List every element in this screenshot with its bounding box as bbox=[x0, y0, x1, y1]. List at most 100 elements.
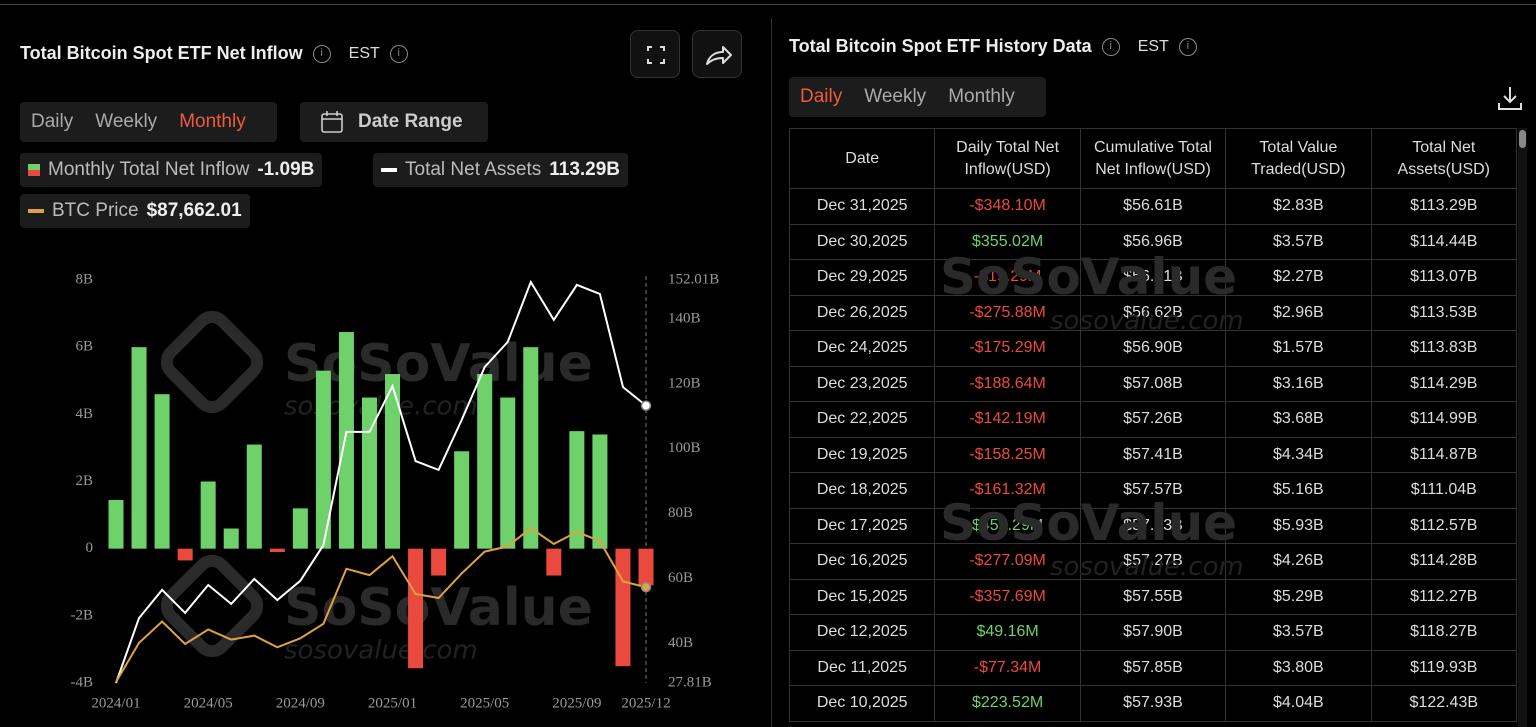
column-header: Cumulative Total Net Inflow(USD) bbox=[1079, 128, 1227, 189]
x-tick-label: 2025/09 bbox=[552, 695, 601, 711]
end-point bbox=[640, 581, 652, 593]
bar bbox=[523, 347, 539, 549]
info-icon[interactable]: i bbox=[312, 44, 331, 63]
bar bbox=[638, 548, 654, 586]
top-border bbox=[0, 4, 1536, 5]
table-cell: Dec 17,2025 bbox=[788, 507, 936, 544]
tab[interactable]: Weekly bbox=[95, 111, 158, 132]
table-cell: -$77.34M bbox=[934, 649, 1081, 686]
table-cell: $56.61B bbox=[1079, 188, 1227, 225]
table-row: Dec 19,2025 -$158.25M $57.41B $4.34B $114.87… bbox=[788, 436, 1518, 473]
tab[interactable]: Monthly bbox=[179, 111, 246, 132]
table-body: Dec 31,2025 -$348.10M $56.61B $2.83B $113.29… bbox=[788, 188, 1518, 722]
legend-icon bbox=[381, 168, 397, 172]
info-icon[interactable]: i bbox=[1178, 37, 1197, 56]
table-cell: -$161.32M bbox=[934, 472, 1081, 509]
bar bbox=[615, 548, 631, 667]
table-cell: $2.96B bbox=[1225, 294, 1372, 331]
table-row: Dec 11,2025 -$77.34M $57.85B $3.80B $119.93B bbox=[788, 649, 1518, 686]
table-cell: $5.93B bbox=[1225, 507, 1372, 544]
table-cell: Dec 31,2025 bbox=[788, 188, 936, 225]
share-icon bbox=[706, 46, 732, 65]
y-tick-label: 2B bbox=[75, 473, 93, 489]
watermark-text: SoSoValue bbox=[940, 494, 1238, 552]
table-cell: Dec 15,2025 bbox=[788, 578, 936, 615]
date-range-label: Date Range bbox=[358, 111, 463, 132]
bar bbox=[246, 444, 262, 549]
table-cell: $57.27B bbox=[1079, 543, 1227, 580]
scrollbar[interactable] bbox=[1518, 128, 1527, 727]
table-cell: $119.93B bbox=[1370, 649, 1518, 686]
tab[interactable]: Daily bbox=[31, 111, 74, 132]
table-cell: $57.08B bbox=[1079, 365, 1227, 402]
fullscreen-icon bbox=[647, 46, 665, 64]
legend-icon bbox=[28, 164, 40, 176]
table-cell: $223.52M bbox=[934, 685, 1081, 722]
download-button[interactable] bbox=[1496, 84, 1524, 112]
table-cell: -$277.09M bbox=[934, 543, 1081, 580]
timezone: EST bbox=[348, 44, 380, 62]
bar bbox=[361, 397, 377, 549]
bar bbox=[454, 451, 470, 549]
table-cell: $57.85B bbox=[1079, 649, 1227, 686]
bar bbox=[200, 481, 216, 549]
table-wrap: Date Daily Total Net Inflow(USD) Cumulativ… bbox=[788, 128, 1518, 722]
x-tick-label: 2025/12 bbox=[621, 695, 670, 711]
table-cell: $2.27B bbox=[1225, 259, 1372, 296]
y2-tick-label: 80B bbox=[668, 505, 693, 521]
end-point bbox=[640, 400, 652, 411]
table-cell: $3.80B bbox=[1225, 649, 1372, 686]
legend-icon bbox=[28, 209, 44, 213]
column-header: Daily Total Net Inflow(USD) bbox=[934, 128, 1081, 189]
table-cell: $118.27B bbox=[1370, 614, 1518, 651]
share-button[interactable] bbox=[692, 30, 742, 78]
table-cell: $112.27B bbox=[1370, 578, 1518, 615]
watermark: SoSoValue sosovalue.com bbox=[940, 248, 1244, 336]
table-cell: $57.55B bbox=[1079, 578, 1227, 615]
table-cell: $57.41B bbox=[1079, 436, 1227, 473]
fullscreen-button[interactable] bbox=[630, 30, 680, 78]
info-icon[interactable]: i bbox=[389, 44, 408, 63]
table-cell: Dec 10,2025 bbox=[788, 685, 936, 722]
tab[interactable]: Weekly bbox=[864, 86, 927, 107]
table-cell: -$188.64M bbox=[934, 365, 1081, 402]
table-cell: Dec 12,2025 bbox=[788, 614, 936, 651]
table-cell: Dec 30,2025 bbox=[788, 223, 936, 260]
tab[interactable]: Monthly bbox=[948, 86, 1015, 107]
table-cell: Dec 18,2025 bbox=[788, 472, 936, 509]
table-cell: Dec 22,2025 bbox=[788, 401, 936, 438]
date-range-button[interactable]: Date Range bbox=[300, 102, 488, 142]
scrollbar-thumb[interactable] bbox=[1519, 130, 1526, 148]
y-tick-label: -4B bbox=[71, 674, 94, 690]
table-cell: $355.02M bbox=[934, 223, 1081, 260]
table-cell: $56.62B bbox=[1079, 294, 1227, 331]
table-cell: -$158.25M bbox=[934, 436, 1081, 473]
table-cell: Dec 26,2025 bbox=[788, 294, 936, 331]
table-cell: $3.57B bbox=[1225, 614, 1372, 651]
bar bbox=[385, 374, 401, 549]
table-cell: $114.44B bbox=[1370, 223, 1518, 260]
legend-label: BTC Price bbox=[52, 200, 139, 221]
table-cell: $4.04B bbox=[1225, 685, 1372, 722]
y-tick-label: 8B bbox=[75, 271, 93, 287]
legend-item[interactable]: BTC Price $87,662.01 bbox=[20, 194, 250, 228]
table-cell: $3.16B bbox=[1225, 365, 1372, 402]
info-icon[interactable]: i bbox=[1101, 37, 1120, 56]
table-row: Dec 29,2025 -$19.29M $56.61B $2.27B $113.07B bbox=[788, 259, 1518, 296]
legend-item[interactable]: Monthly Total Net Inflow -1.09B bbox=[20, 153, 323, 187]
watermark-text: SoSoValue bbox=[940, 248, 1238, 306]
table-cell: $114.29B bbox=[1370, 365, 1518, 402]
x-tick-label: 2025/01 bbox=[368, 695, 417, 711]
table-cell: $113.53B bbox=[1370, 294, 1518, 331]
table-cell: $49.16M bbox=[934, 614, 1081, 651]
bar bbox=[569, 431, 585, 549]
bar bbox=[292, 508, 308, 549]
tab[interactable]: Daily bbox=[800, 86, 843, 107]
table-cell: $114.87B bbox=[1370, 436, 1518, 473]
legend-item[interactable]: Total Net Assets 113.29B bbox=[373, 153, 629, 187]
y-tick-label: 6B bbox=[75, 339, 93, 355]
y2-tick-label: 152.01B bbox=[668, 271, 719, 287]
table-row: Dec 22,2025 -$142.19M $57.26B $3.68B $114.99… bbox=[788, 401, 1518, 438]
bar bbox=[315, 370, 331, 549]
